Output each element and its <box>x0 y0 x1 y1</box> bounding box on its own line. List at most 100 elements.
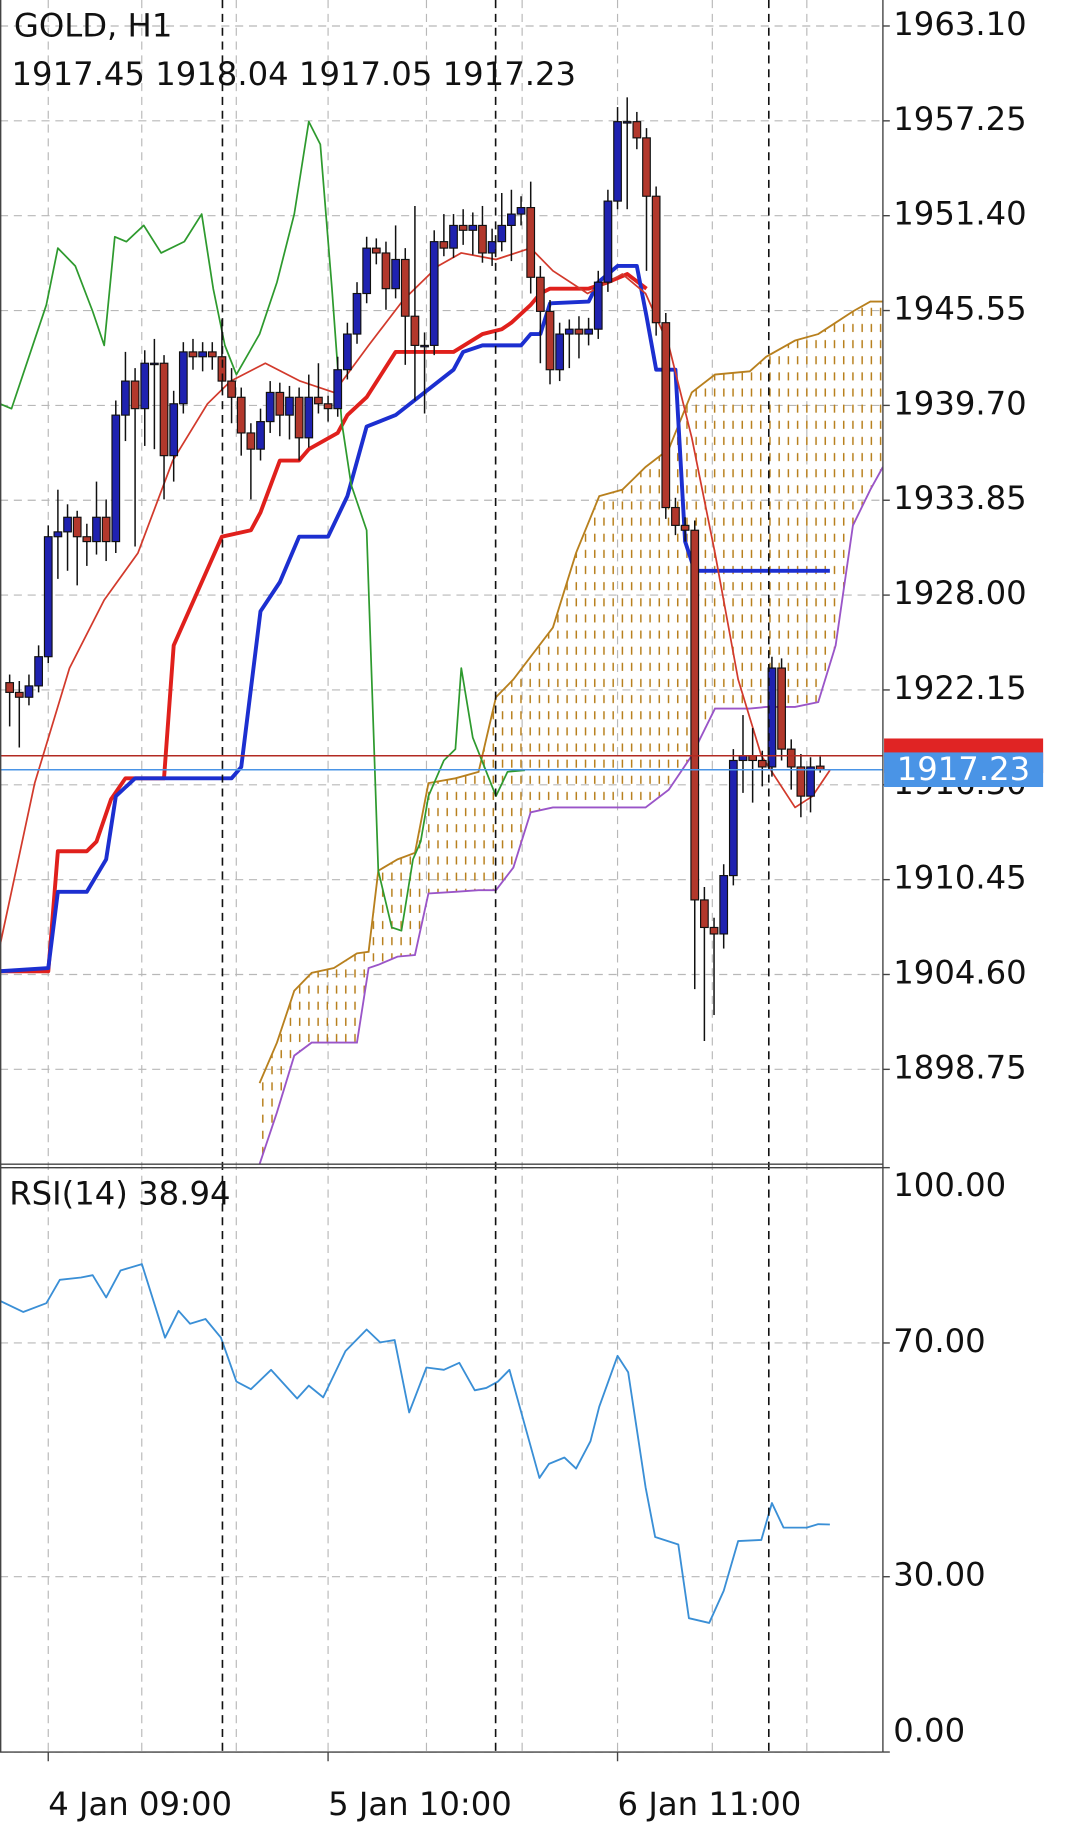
rsi-panel <box>0 1263 830 1624</box>
candle-body <box>613 121 622 202</box>
candle-body <box>256 421 265 450</box>
candle-body <box>593 281 603 330</box>
candle-body <box>555 333 565 371</box>
candle-body <box>757 759 767 768</box>
candle-body <box>767 667 777 768</box>
candle-body <box>458 224 468 231</box>
candle-body <box>642 137 651 197</box>
candle-body <box>545 310 555 371</box>
low-value: 1917.05 <box>299 55 432 93</box>
y-tick-label: 1904.60 <box>893 953 1026 991</box>
candle-body <box>285 396 294 416</box>
candle-body <box>690 529 700 901</box>
candle-body <box>516 207 526 215</box>
y-tick-label: 1957.25 <box>893 100 1026 138</box>
candle-body <box>700 899 709 929</box>
candle-body <box>246 432 256 450</box>
candle-body <box>188 351 198 358</box>
candle-body <box>169 403 179 457</box>
candle-body <box>487 241 497 254</box>
candle-body <box>709 926 719 935</box>
candle-body <box>178 351 188 405</box>
candle-body <box>352 292 362 335</box>
candle-body <box>362 247 372 295</box>
rsi-value: 38.94 <box>138 1174 230 1212</box>
candle-body <box>439 241 449 249</box>
y-tick-label: 1939.70 <box>893 384 1026 422</box>
candle-body <box>5 682 15 693</box>
y-tick-label: 1928.00 <box>893 574 1026 612</box>
candle-body <box>410 315 420 346</box>
rsi-tick-label: 30.00 <box>893 1556 985 1594</box>
price-panel <box>0 97 883 1165</box>
candle-body <box>622 121 632 124</box>
candle-body <box>468 224 478 231</box>
candle-body <box>728 759 738 877</box>
high-value: 1918.04 <box>155 55 288 93</box>
candle-body <box>371 247 381 254</box>
candle-body <box>236 396 246 434</box>
moving-average-line <box>0 247 831 946</box>
candle-body <box>275 391 285 416</box>
y-tick-label: 1898.75 <box>893 1048 1026 1086</box>
chikou-line <box>0 120 525 932</box>
candle-body <box>53 531 63 538</box>
rsi-title: RSI(14) <box>9 1174 128 1212</box>
candle-body <box>535 276 545 312</box>
candle-body <box>391 258 400 290</box>
y-tick-label: 1945.55 <box>893 290 1026 328</box>
candle-body <box>526 207 536 278</box>
candle-body <box>429 241 439 346</box>
kijun-line <box>0 264 830 974</box>
candle-body <box>497 224 507 243</box>
candle-body <box>786 748 796 768</box>
candle-body <box>121 380 130 416</box>
candle-body <box>671 506 680 526</box>
y-tick-label: 1963.10 <box>893 5 1026 43</box>
candle-body <box>661 322 671 509</box>
y-tick-label: 1910.45 <box>893 859 1026 897</box>
candle-body <box>227 380 236 398</box>
rsi-line <box>0 1263 830 1624</box>
candle-body <box>34 656 43 687</box>
candle-body <box>159 362 169 457</box>
x-tick-label: 5 Jan 10:00 <box>328 1785 512 1823</box>
candle-body <box>101 516 111 543</box>
candle-body <box>140 362 150 410</box>
candle-body <box>207 351 217 358</box>
candle-body <box>507 213 516 226</box>
candle-body <box>651 195 661 324</box>
candle-body <box>24 685 34 698</box>
labels: GOLD, H1 1917.45 1918.04 1917.05 1917.23… <box>9 5 1044 1823</box>
overlay <box>0 0 890 1762</box>
y-tick-label: 1933.85 <box>893 479 1026 517</box>
candle-body <box>198 351 208 358</box>
x-tick-label: 6 Jan 11:00 <box>618 1785 802 1823</box>
candle-body <box>381 252 391 290</box>
candle-body <box>603 200 613 283</box>
candle-body <box>584 328 593 335</box>
y-tick-label: 1922.15 <box>893 669 1026 707</box>
candle-body <box>680 524 690 531</box>
candle-body <box>342 333 352 371</box>
rsi-readout: RSI(14) 38.94 <box>9 1174 230 1212</box>
candle-body <box>294 396 304 439</box>
candle-body <box>574 328 584 335</box>
cloud-hatch <box>259 301 883 1165</box>
candle-body <box>130 380 140 410</box>
candle-body <box>323 403 333 410</box>
candle-body <box>719 875 729 935</box>
close-value: 1917.23 <box>443 55 576 93</box>
candle-body <box>449 224 458 249</box>
bid-box <box>884 752 1044 788</box>
y-tick-label: 1951.40 <box>893 195 1026 233</box>
candle-body <box>43 536 53 658</box>
x-tick-label: 4 Jan 09:00 <box>48 1785 232 1823</box>
span-b-line <box>258 466 883 1165</box>
span-a-line <box>258 300 883 1084</box>
candle-body <box>400 258 410 317</box>
candle-body <box>304 396 314 439</box>
candle-body <box>333 369 343 410</box>
candle-body <box>420 344 429 348</box>
